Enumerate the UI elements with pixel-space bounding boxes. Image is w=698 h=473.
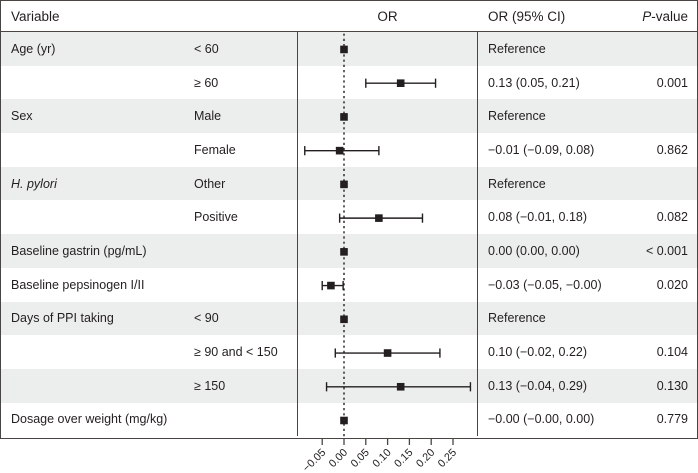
header-p-value: P-value <box>642 8 688 24</box>
or-ci-value: 0.13 (−0.04, 0.29) <box>488 378 588 393</box>
table-header: Variable OR OR (95% CI) P-value <box>1 1 697 32</box>
level-label: ≥ 60 <box>194 75 219 90</box>
table-row: ≥ 60 0.13 (0.05, 0.21) 0.001 <box>1 65 697 100</box>
table-row: ≥ 150 0.13 (−0.04, 0.29) 0.130 <box>1 368 697 403</box>
plot-cell <box>297 99 478 134</box>
plot-cell <box>297 32 478 66</box>
table-row: Positive 0.08 (−0.01, 0.18) 0.082 <box>1 200 697 235</box>
table-row: Age (yr) < 60 Reference <box>1 32 697 66</box>
p-value: < 0.001 <box>645 243 688 258</box>
p-value: 0.779 <box>656 412 688 427</box>
table-row: ≥ 90 and < 150 0.10 (−0.02, 0.22) 0.104 <box>1 335 697 369</box>
x-axis-tick-label: 0.00 <box>327 447 350 470</box>
level-label: ≥ 90 and < 150 <box>194 345 278 360</box>
table-row: Baseline pepsinogen I/II −0.03 (−0.05, −… <box>1 267 697 302</box>
or-ci-value: 0.13 (0.05, 0.21) <box>488 75 580 90</box>
or-ci-value: Reference <box>488 109 546 124</box>
level-label: < 90 <box>194 311 219 326</box>
header-variable: Variable <box>11 8 60 24</box>
plot-cell <box>297 301 478 336</box>
table-row: Dosage over weight (mg/kg) −0.00 (−0.00,… <box>1 402 697 437</box>
or-ci-value: −0.03 (−0.05, −0.00) <box>488 277 602 292</box>
plot-cell <box>297 133 478 167</box>
plot-cell <box>297 166 478 201</box>
variable-label: Baseline pepsinogen I/II <box>11 277 145 292</box>
table-rows: Age (yr) < 60 Reference ≥ 60 0.13 (0.05,… <box>1 32 697 437</box>
level-label: ≥ 150 <box>194 378 226 393</box>
p-value: 0.104 <box>656 345 688 360</box>
table-row: Days of PPI taking < 90 Reference <box>1 301 697 336</box>
x-axis-tick-label: −0.05 <box>301 447 329 473</box>
level-label: Other <box>194 176 226 191</box>
or-ci-value: 0.00 (0.00, 0.00) <box>488 243 580 258</box>
plot-cell <box>297 65 478 100</box>
x-axis-tick-label: 0.15 <box>392 447 415 470</box>
or-ci-value: −0.00 (−0.00, 0.00) <box>488 412 595 427</box>
plot-cell <box>297 267 478 302</box>
table-row: Female −0.01 (−0.09, 0.08) 0.862 <box>1 133 697 167</box>
level-label: Positive <box>194 210 238 225</box>
plot-cell <box>297 335 478 369</box>
table-row: Baseline gastrin (pg/mL) 0.00 (0.00, 0.0… <box>1 234 697 268</box>
p-value: 0.862 <box>656 142 688 157</box>
or-ci-value: Reference <box>488 311 546 326</box>
variable-label: Sex <box>11 109 33 124</box>
variable-label: Days of PPI taking <box>11 311 114 326</box>
level-label: < 60 <box>194 41 219 56</box>
p-value: 0.130 <box>656 378 688 393</box>
or-ci-value: Reference <box>488 41 546 56</box>
variable-label: H. pylori <box>11 176 57 191</box>
variable-label: Age (yr) <box>11 41 56 56</box>
plot-cell <box>297 368 478 403</box>
x-axis-tick-label: 0.10 <box>370 447 393 470</box>
forest-table: Variable OR OR (95% CI) P-value Age (yr)… <box>0 0 698 439</box>
p-value: 0.020 <box>656 277 688 292</box>
plot-cell <box>297 234 478 268</box>
variable-label: Dosage over weight (mg/kg) <box>11 412 168 427</box>
or-ci-value: 0.10 (−0.02, 0.22) <box>488 345 588 360</box>
x-axis-tick-label: 0.25 <box>436 447 459 470</box>
p-value: 0.001 <box>656 75 688 90</box>
or-ci-value: 0.08 (−0.01, 0.18) <box>488 210 588 225</box>
x-axis-tick-label: 0.20 <box>414 447 437 470</box>
header-or-ci: OR (95% CI) <box>488 8 566 24</box>
x-axis-tick-label: 0.05 <box>349 447 372 470</box>
or-ci-value: −0.01 (−0.09, 0.08) <box>488 142 595 157</box>
header-or: OR <box>377 8 398 24</box>
p-value: 0.082 <box>656 210 688 225</box>
plot-cell <box>297 200 478 235</box>
table-row: Sex Male Reference <box>1 99 697 134</box>
or-ci-value: Reference <box>488 176 546 191</box>
level-label: Male <box>194 109 222 124</box>
table-row: H. pylori Other Reference <box>1 166 697 201</box>
plot-cell <box>297 402 478 437</box>
level-label: Female <box>194 142 236 157</box>
variable-label: Baseline gastrin (pg/mL) <box>11 243 147 258</box>
